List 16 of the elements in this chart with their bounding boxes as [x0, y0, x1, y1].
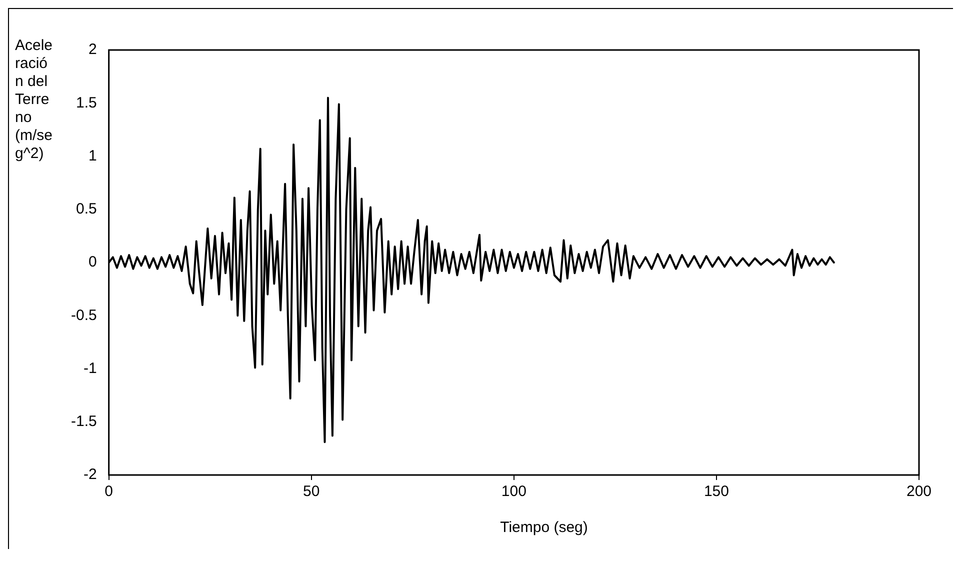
y-tick-label: 2 [88, 41, 97, 58]
y-tick-label: 0.5 [76, 200, 97, 218]
x-tick-label: 150 [704, 483, 729, 500]
x-tick-label: 100 [501, 483, 526, 500]
y-tick-label: -1.5 [70, 413, 97, 430]
y-tick-label: -2 [84, 466, 97, 484]
x-tick-label: 200 [906, 483, 932, 500]
y-tick-label: 1 [88, 147, 97, 164]
x-tick-label: 50 [303, 483, 320, 500]
y-tick-label: -1 [84, 360, 97, 377]
x-tick-label: 0 [104, 483, 114, 500]
x-axis-title: Tiempo (seg) [499, 519, 589, 536]
y-tick-label: -0.5 [70, 306, 97, 324]
y-axis-title: Aceleración del Terreno (m/seg^2) [15, 37, 53, 163]
y-tick-label: 1.5 [76, 94, 97, 112]
y-tick-label: 0 [88, 254, 97, 271]
